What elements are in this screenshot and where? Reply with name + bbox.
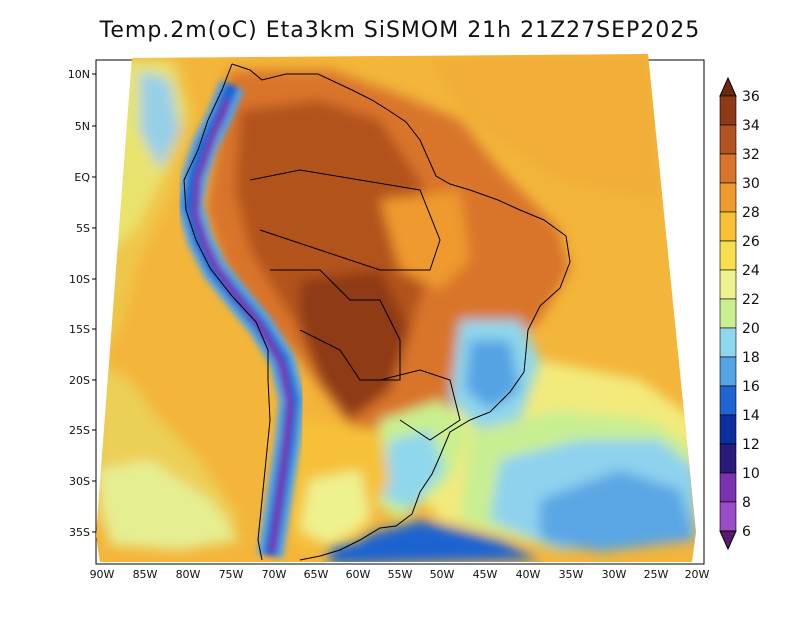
colorbar-swatch <box>719 211 737 242</box>
lat-tick: 5S <box>76 222 90 235</box>
lon-tick: 30W <box>602 568 627 581</box>
colorbar-swatch <box>719 414 737 445</box>
colorbar-label: 36 <box>742 89 760 105</box>
lat-tick: EQ <box>74 171 90 184</box>
colorbar-label: 6 <box>742 524 751 540</box>
map-title: Temp.2m(oC) Eta3km SiSMOM 21h 21Z27SEP20… <box>99 18 701 43</box>
lat-tick: 35S <box>69 526 90 539</box>
lat-tick: 5N <box>75 120 90 133</box>
colorbar-swatch <box>719 443 737 474</box>
lon-tick: 25W <box>644 568 669 581</box>
lat-tick: 30S <box>69 475 90 488</box>
temperature-field <box>96 54 696 562</box>
colorbar-top-arrow <box>719 76 737 97</box>
colorbar-swatch <box>719 385 737 416</box>
colorbar-swatch <box>719 124 737 155</box>
coastlines <box>183 63 571 561</box>
colorbar-swatch <box>719 182 737 213</box>
lat-tick: 10S <box>69 273 90 286</box>
colorbar-swatch <box>719 153 737 184</box>
lat-axis: 10N 5N EQ 5S 10S 15S 20S 25S 30S 35S <box>68 68 96 539</box>
colorbar-label: 14 <box>742 408 760 424</box>
lon-tick: 65W <box>304 568 329 581</box>
colorbar-swatch <box>719 356 737 387</box>
colorbar-label: 18 <box>742 350 760 366</box>
colorbar-label: 12 <box>742 437 760 453</box>
lon-tick: 45W <box>473 568 498 581</box>
colorbar-swatch <box>719 327 737 358</box>
colorbar-swatch <box>719 269 737 300</box>
lat-tick: 20S <box>69 374 90 387</box>
lon-tick: 85W <box>133 568 158 581</box>
lon-tick: 75W <box>219 568 244 581</box>
lon-tick: 55W <box>388 568 413 581</box>
colorbar-swatch <box>719 95 737 126</box>
lon-tick: 90W <box>90 568 115 581</box>
colorbar-label: 16 <box>742 379 760 395</box>
lon-tick: 80W <box>176 568 201 581</box>
lon-tick: 40W <box>516 568 541 581</box>
lon-tick: 35W <box>559 568 584 581</box>
colorbar-label: 30 <box>742 176 760 192</box>
colorbar-label: 10 <box>742 466 760 482</box>
colorbar-label: 8 <box>742 495 751 511</box>
lat-tick: 25S <box>69 424 90 437</box>
colorbar-label: 24 <box>742 263 760 279</box>
lon-tick: 20W <box>685 568 710 581</box>
colorbar-swatch <box>719 240 737 271</box>
colorbar-label: 34 <box>742 118 760 134</box>
colorbar: 36 34 32 30 28 26 24 22 20 18 16 14 12 10 8 6 <box>719 76 760 551</box>
colorbar-swatch <box>719 298 737 329</box>
colorbar-label: 20 <box>742 321 760 337</box>
lon-tick: 60W <box>346 568 371 581</box>
lat-tick: 10N <box>68 68 90 81</box>
colorbar-swatch <box>719 501 737 532</box>
colorbar-swatch <box>719 472 737 503</box>
colorbar-label: 28 <box>742 205 760 221</box>
colorbar-label: 32 <box>742 147 760 163</box>
colorbar-label: 22 <box>742 292 760 308</box>
colorbar-label: 26 <box>742 234 760 250</box>
lon-tick: 70W <box>262 568 287 581</box>
lon-tick: 50W <box>430 568 455 581</box>
lat-tick: 15S <box>69 323 90 336</box>
colorbar-bottom-arrow <box>719 530 737 551</box>
lon-axis: 90W 85W 80W 75W 70W 65W 60W 55W 50W 45W … <box>90 568 710 581</box>
